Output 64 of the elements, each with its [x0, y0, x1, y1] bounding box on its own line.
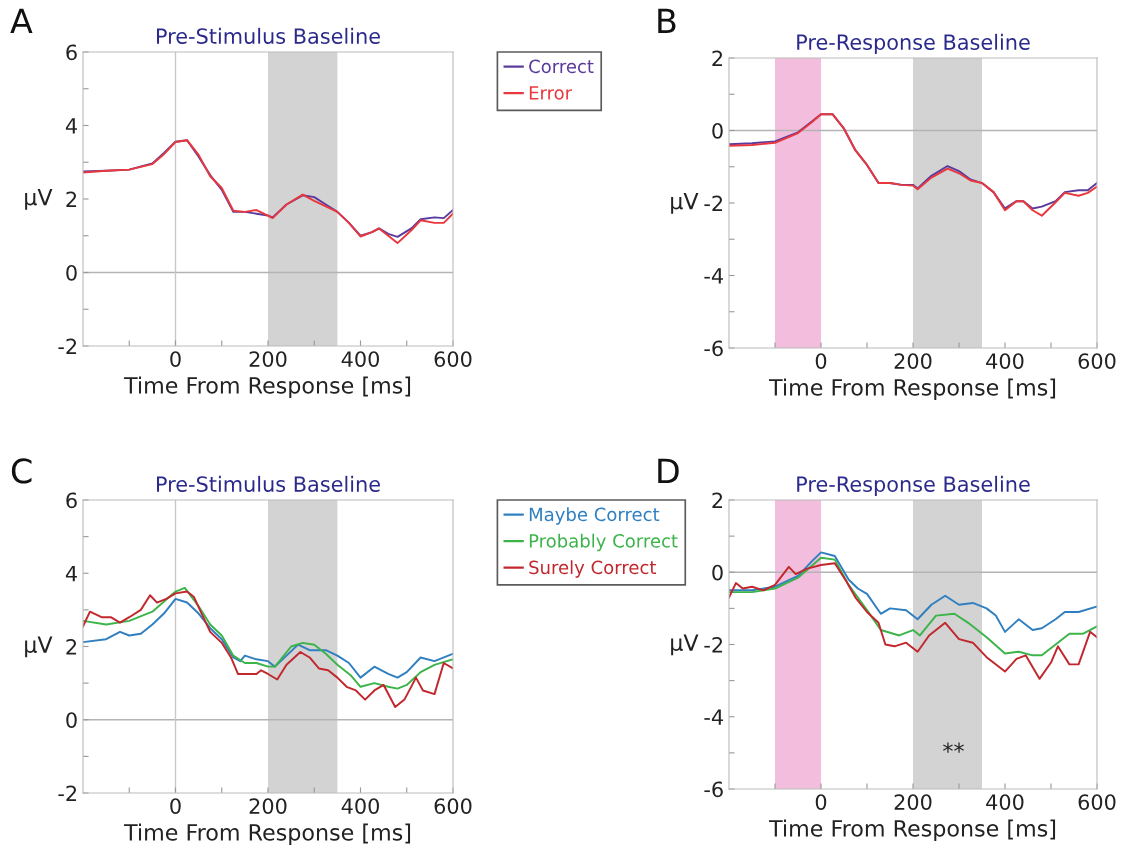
y-axis-title: μV [671, 192, 699, 214]
y-tick-label: 2 [66, 191, 77, 207]
x-axis-title: Time From Response [ms] [768, 819, 1056, 842]
text: C [11, 458, 32, 484]
y-tick-label: 0 [66, 264, 77, 281]
y-tick-label: 0 [712, 122, 723, 139]
legend-label: Probably Correct [529, 533, 678, 552]
line-series [83, 597, 453, 679]
y-tick-label: 6 [66, 492, 77, 509]
x-tick-label: 200 [249, 798, 287, 814]
y-tick-label: 2 [712, 492, 723, 508]
y-tick-label: -6 [704, 340, 723, 357]
y-tick-label: 0 [712, 564, 723, 581]
y-tick-label: 2 [712, 50, 723, 66]
x-tick-label: 400 [986, 353, 1024, 369]
chart-title: Pre-Stimulus Baseline [156, 475, 380, 492]
x-tick-label: 0 [815, 353, 827, 369]
text: A [10, 8, 33, 34]
x-axis-title: Time From Response [ms] [768, 378, 1056, 401]
x-tick-label: 400 [986, 794, 1024, 810]
text: D [658, 458, 679, 484]
x-tick-label: 200 [894, 353, 932, 369]
y-tick-label: -2 [58, 338, 77, 354]
chart-title: Pre-Stimulus Baseline [156, 27, 380, 44]
x-tick-label: 600 [434, 351, 472, 367]
legend-label: Surely Correct [529, 560, 657, 578]
y-tick-label: -4 [704, 268, 723, 284]
annotation: ** [943, 742, 964, 753]
chart-title: Pre-Response Baseline [797, 475, 1030, 496]
line-series [83, 586, 453, 690]
x-tick-label: 0 [170, 351, 181, 367]
y-tick-label: -6 [704, 781, 723, 798]
y-tick-label: 6 [66, 44, 77, 61]
y-tick-label: -2 [704, 636, 723, 653]
x-tick-label: 400 [341, 351, 379, 367]
y-axis-title: μV [25, 636, 53, 658]
x-tick-label: 0 [170, 798, 181, 814]
x-axis-title: Time From Response [ms] [123, 823, 411, 846]
legend-label: Error [529, 86, 573, 100]
line-series [729, 551, 1097, 633]
x-tick-label: 600 [434, 798, 472, 814]
legend-label: Correct [529, 59, 594, 74]
y-tick-label: -4 [704, 709, 723, 725]
y-tick-label: -2 [58, 785, 77, 801]
x-tick-label: 200 [249, 351, 287, 367]
x-axis-title: Time From Response [ms] [123, 376, 411, 399]
x-tick-label: 400 [341, 798, 379, 814]
text: B [658, 8, 676, 34]
legend-label: Maybe Correct [529, 507, 660, 525]
x-tick-label: 600 [1078, 353, 1116, 369]
y-axis-title: μV [671, 634, 699, 656]
y-tick-label: 4 [65, 565, 77, 582]
y-tick-label: 2 [66, 638, 77, 655]
x-tick-label: 0 [815, 794, 827, 810]
chart-title: Pre-Response Baseline [797, 33, 1030, 54]
line-series [729, 556, 1097, 657]
line-series [83, 590, 453, 708]
y-tick-label: 4 [65, 118, 77, 134]
y-axis-title: μV [25, 188, 53, 210]
x-tick-label: 600 [1078, 794, 1116, 810]
x-tick-label: 200 [894, 794, 932, 810]
line-series [729, 562, 1097, 680]
y-tick-label: 0 [66, 712, 77, 728]
y-tick-label: -2 [704, 195, 723, 211]
